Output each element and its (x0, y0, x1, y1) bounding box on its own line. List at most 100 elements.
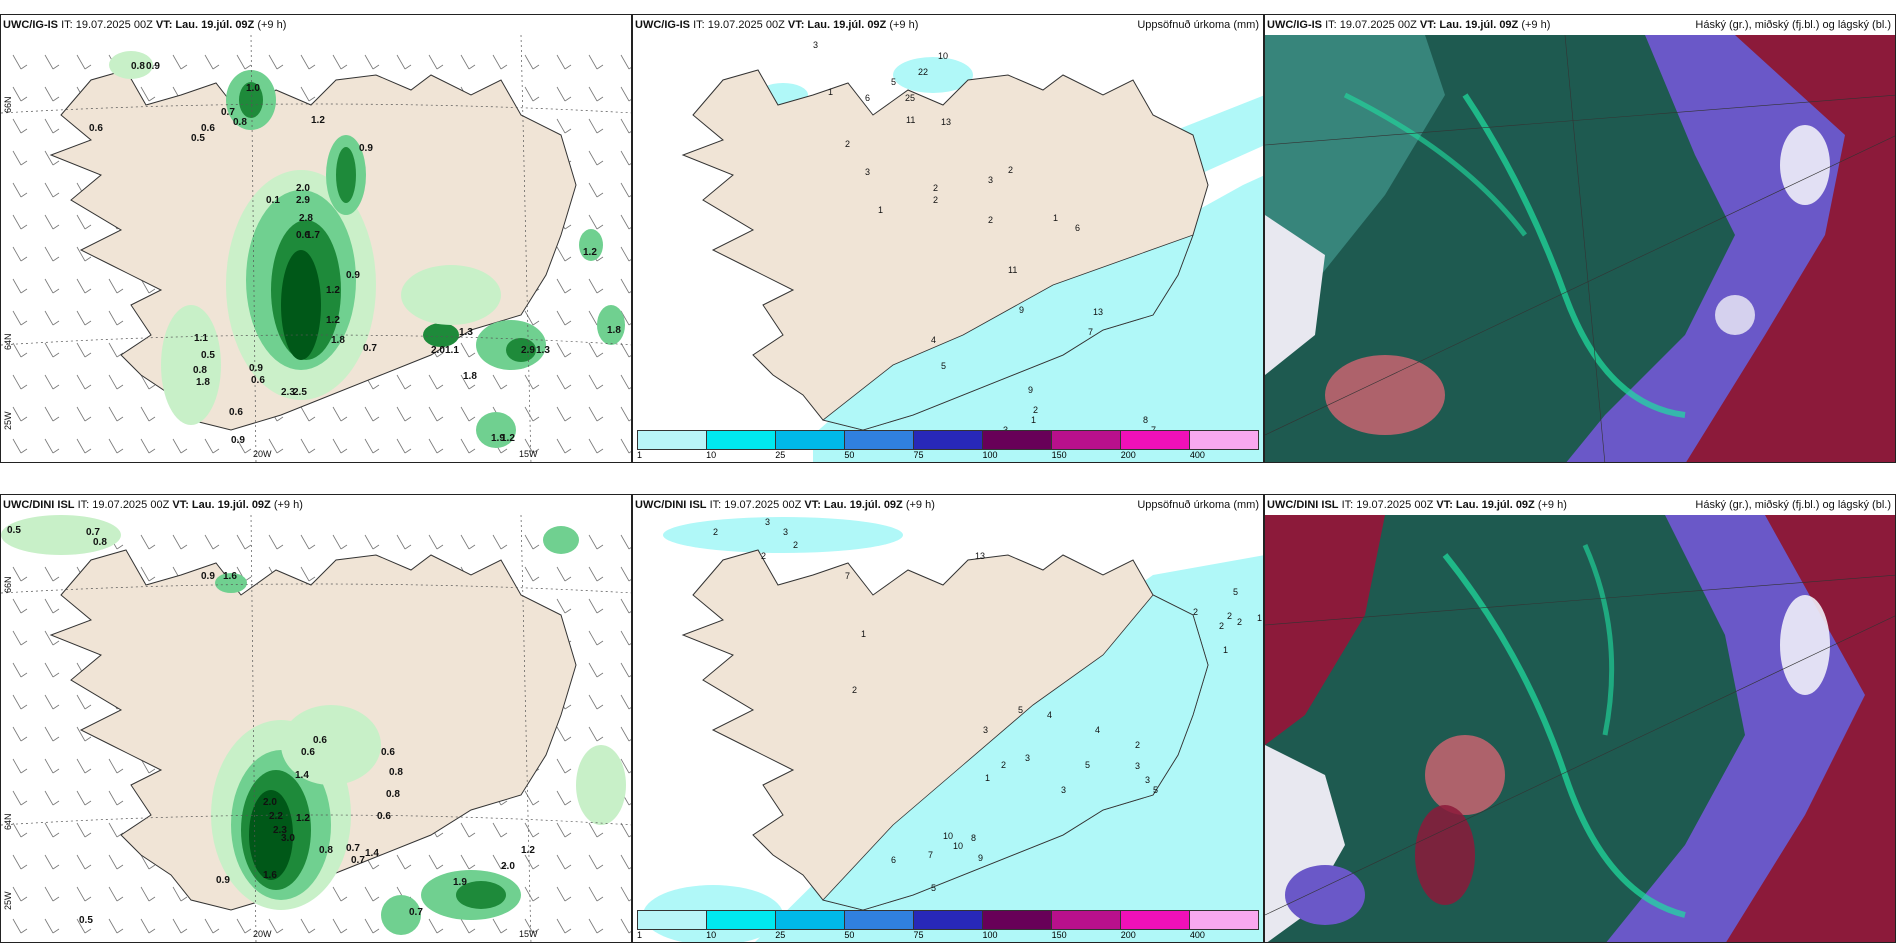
value-label: 1.1 (445, 345, 459, 356)
value-label: 4 (931, 335, 937, 345)
init-time: IT: 19.07.2025 00Z (693, 19, 785, 31)
value-label: 2 (933, 183, 939, 193)
init-time: IT: 19.07.2025 00Z (61, 19, 153, 31)
value-label: 1.2 (326, 285, 340, 296)
panel-header: UWC/IG-IS IT: 19.07.2025 00Z VT: Lau. 19… (1265, 15, 1895, 35)
value-label: 1.8 (463, 371, 477, 382)
model-name: UWC/DINI ISL (3, 499, 75, 511)
value-label: 3 (1025, 753, 1031, 763)
value-label: 2.3 (281, 387, 295, 398)
colorbar-ticks: 1 10 25 50 75 100 150 200 400 (637, 930, 1259, 942)
panel-r1-cloud: UWC/IG-IS IT: 19.07.2025 00Z VT: Lau. 19… (1264, 14, 1896, 463)
value-label: 25 (905, 93, 916, 103)
value-label: 13 (1093, 307, 1104, 317)
value-label: 0.8 (131, 61, 145, 72)
value-label: 0.9 (216, 875, 230, 886)
value-label: 2 (1001, 760, 1007, 770)
value-label: 11 (906, 115, 916, 125)
value-label: 0.8 (386, 789, 400, 800)
init-time: IT: 19.07.2025 00Z (1325, 19, 1417, 31)
colorbar-ticks: 1 10 25 50 75 100 150 200 400 (637, 450, 1259, 462)
value-label: 0.6 (313, 735, 327, 746)
valid-time: VT: Lau. 19.júl. 09Z (1436, 499, 1535, 511)
model-name: UWC/IG-IS (1267, 19, 1322, 31)
value-label: 9 (1028, 385, 1034, 395)
value-label: 1.9 (453, 877, 467, 888)
value-label: 1 (1053, 213, 1059, 223)
map-cloud (1265, 35, 1895, 462)
value-label: 0.6 (301, 747, 315, 758)
panel-r2-wind-precip: UWC/DINI ISL IT: 19.07.2025 00Z VT: Lau.… (0, 494, 632, 943)
init-time: IT: 19.07.2025 00Z (1341, 499, 1434, 511)
value-label: 0.9 (359, 143, 373, 154)
value-label: 0.9 (249, 363, 263, 374)
panel-title: Háský (gr.), miðský (fj.bl.) og lágský (… (1695, 19, 1891, 31)
value-label: 2.2 (269, 811, 283, 822)
value-label: 5 (1233, 587, 1239, 597)
value-label: 6 (865, 93, 871, 103)
colorbar-segment (983, 431, 1052, 449)
value-label: 2 (1219, 621, 1225, 631)
value-label: 0.5 (201, 350, 215, 361)
init-time: IT: 19.07.2025 00Z (77, 499, 170, 511)
valid-time: VT: Lau. 19.júl. 09Z (804, 499, 903, 511)
panel-header: UWC/DINI ISL IT: 19.07.2025 00Z VT: Lau.… (633, 495, 1263, 515)
value-label: 1.2 (583, 247, 597, 258)
value-label: 1 (1223, 645, 1229, 655)
panel-title: Háský (gr.), miðský (fj.bl.) og lágský (… (1695, 499, 1891, 511)
model-name: UWC/DINI ISL (635, 499, 707, 511)
colorbar (637, 910, 1259, 930)
colorbar-tick: 100 (982, 930, 998, 940)
value-label: 2.9 (521, 345, 535, 356)
value-label: 1 (861, 629, 867, 639)
value-label: 3 (865, 167, 871, 177)
colorbar-tick: 200 (1120, 930, 1136, 940)
value-label: 3 (765, 517, 771, 527)
value-label: 7 (1088, 327, 1094, 337)
value-label: 1.6 (223, 571, 237, 582)
value-label: 0.6 (251, 375, 265, 386)
colorbar-segment (1190, 431, 1258, 449)
colorbar-tick: 100 (982, 450, 998, 460)
panel-header: UWC/IG-IS IT: 19.07.2025 00Z VT: Lau. 19… (1, 15, 631, 35)
value-label: 3 (983, 725, 989, 735)
value-label: 1 (828, 87, 834, 97)
value-label: 7 (928, 850, 934, 860)
value-label: 1 (985, 773, 991, 783)
panel-header: UWC/DINI ISL IT: 19.07.2025 00Z VT: Lau.… (1265, 495, 1895, 515)
value-label: 1.7 (306, 230, 320, 241)
grid-label-25w: 25W (3, 411, 13, 430)
colorbar-segment (983, 911, 1052, 929)
panel-title: Uppsöfnuð úrkoma (mm) (1137, 499, 1259, 511)
colorbar-segment (638, 911, 707, 929)
colorbar-tick: 75 (913, 450, 924, 460)
colorbar-tick: 25 (775, 450, 786, 460)
value-label: 0.5 (7, 525, 21, 536)
value-label: 1.1 (194, 333, 208, 344)
value-label: 10 (943, 831, 954, 841)
value-label: 0.8 (93, 537, 107, 548)
value-label: 1.3 (459, 327, 473, 338)
colorbar-segment (845, 431, 914, 449)
value-label: 13 (941, 117, 952, 127)
value-label: 2 (1193, 607, 1199, 617)
grid-label-66n: 66N (3, 576, 13, 593)
cloud-svg (1265, 515, 1895, 942)
value-label: 3 (1145, 775, 1151, 785)
colorbar-segment (1190, 911, 1258, 929)
value-label: 5 (891, 77, 897, 87)
value-label: 2 (1033, 405, 1039, 415)
value-label: 0.9 (231, 435, 245, 446)
valid-time: VT: Lau. 19.júl. 09Z (155, 19, 255, 31)
value-label: 13 (975, 551, 986, 561)
colorbar-tick: 50 (844, 930, 855, 940)
value-label: 2 (852, 685, 858, 695)
value-label: 1 (878, 205, 884, 215)
value-label: 5 (1018, 705, 1024, 715)
colorbar-tick: 200 (1120, 450, 1136, 460)
value-label: 5 (941, 361, 947, 371)
grid-label-64n: 64N (3, 333, 13, 350)
value-label: 0.7 (346, 843, 360, 854)
value-label: 0.7 (363, 343, 377, 354)
colorbar-segment (638, 431, 707, 449)
